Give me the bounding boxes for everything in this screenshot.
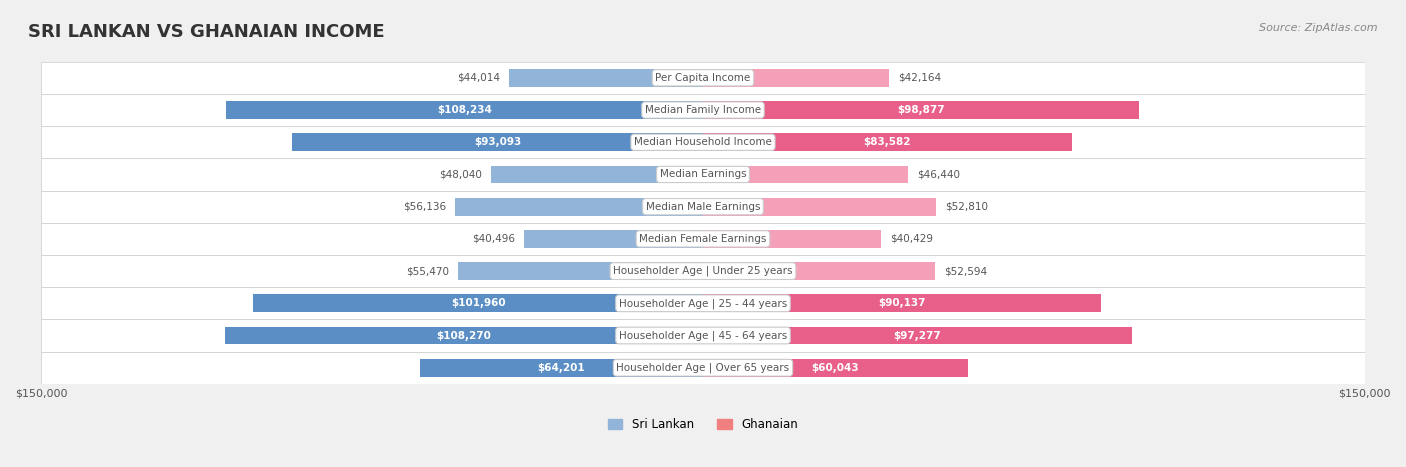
Text: $93,093: $93,093 xyxy=(474,137,522,147)
Text: SRI LANKAN VS GHANAIAN INCOME: SRI LANKAN VS GHANAIAN INCOME xyxy=(28,23,385,42)
Bar xyxy=(420,359,703,376)
Text: Median Earnings: Median Earnings xyxy=(659,170,747,179)
Bar xyxy=(456,198,703,215)
Bar xyxy=(524,230,703,248)
Bar xyxy=(292,134,703,151)
Text: $83,582: $83,582 xyxy=(863,137,911,147)
Text: Householder Age | 25 - 44 years: Householder Age | 25 - 44 years xyxy=(619,298,787,309)
Legend: Sri Lankan, Ghanaian: Sri Lankan, Ghanaian xyxy=(603,413,803,436)
Bar xyxy=(703,69,889,87)
Bar xyxy=(41,352,1365,384)
Text: Householder Age | Over 65 years: Householder Age | Over 65 years xyxy=(616,362,790,373)
Text: $55,470: $55,470 xyxy=(406,266,450,276)
Bar xyxy=(491,166,703,184)
Text: $40,429: $40,429 xyxy=(890,234,934,244)
Text: $64,201: $64,201 xyxy=(537,363,585,373)
Text: Householder Age | 45 - 64 years: Householder Age | 45 - 64 years xyxy=(619,330,787,341)
Text: $40,496: $40,496 xyxy=(472,234,516,244)
Text: Per Capita Income: Per Capita Income xyxy=(655,73,751,83)
Text: $90,137: $90,137 xyxy=(879,298,925,308)
Bar xyxy=(703,230,882,248)
Text: $108,270: $108,270 xyxy=(437,331,492,340)
Bar xyxy=(703,198,936,215)
Bar xyxy=(41,126,1365,158)
Text: $98,877: $98,877 xyxy=(897,105,945,115)
Text: $44,014: $44,014 xyxy=(457,73,501,83)
Bar xyxy=(41,191,1365,223)
Bar xyxy=(41,223,1365,255)
Text: $42,164: $42,164 xyxy=(898,73,941,83)
Text: $97,277: $97,277 xyxy=(894,331,942,340)
Bar xyxy=(41,94,1365,126)
Text: $101,960: $101,960 xyxy=(451,298,505,308)
Text: Householder Age | Under 25 years: Householder Age | Under 25 years xyxy=(613,266,793,276)
Bar xyxy=(225,326,703,344)
Bar xyxy=(703,134,1071,151)
Text: $56,136: $56,136 xyxy=(404,202,447,212)
Text: $60,043: $60,043 xyxy=(811,363,859,373)
Text: $52,594: $52,594 xyxy=(943,266,987,276)
Bar xyxy=(703,359,967,376)
Bar xyxy=(703,295,1101,312)
Bar xyxy=(253,295,703,312)
Bar xyxy=(703,101,1139,119)
Text: Median Family Income: Median Family Income xyxy=(645,105,761,115)
Bar xyxy=(458,262,703,280)
Bar xyxy=(41,319,1365,352)
Text: Median Household Income: Median Household Income xyxy=(634,137,772,147)
Text: Source: ZipAtlas.com: Source: ZipAtlas.com xyxy=(1260,23,1378,33)
Bar xyxy=(41,62,1365,94)
Bar xyxy=(225,101,703,119)
Text: $46,440: $46,440 xyxy=(917,170,960,179)
Text: Median Male Earnings: Median Male Earnings xyxy=(645,202,761,212)
Bar xyxy=(41,287,1365,319)
Bar xyxy=(703,166,908,184)
Text: $48,040: $48,040 xyxy=(439,170,482,179)
Bar xyxy=(509,69,703,87)
Bar xyxy=(703,262,935,280)
Text: $108,234: $108,234 xyxy=(437,105,492,115)
Text: Median Female Earnings: Median Female Earnings xyxy=(640,234,766,244)
Text: $52,810: $52,810 xyxy=(945,202,988,212)
Bar xyxy=(41,255,1365,287)
Bar xyxy=(703,326,1132,344)
Bar xyxy=(41,158,1365,191)
